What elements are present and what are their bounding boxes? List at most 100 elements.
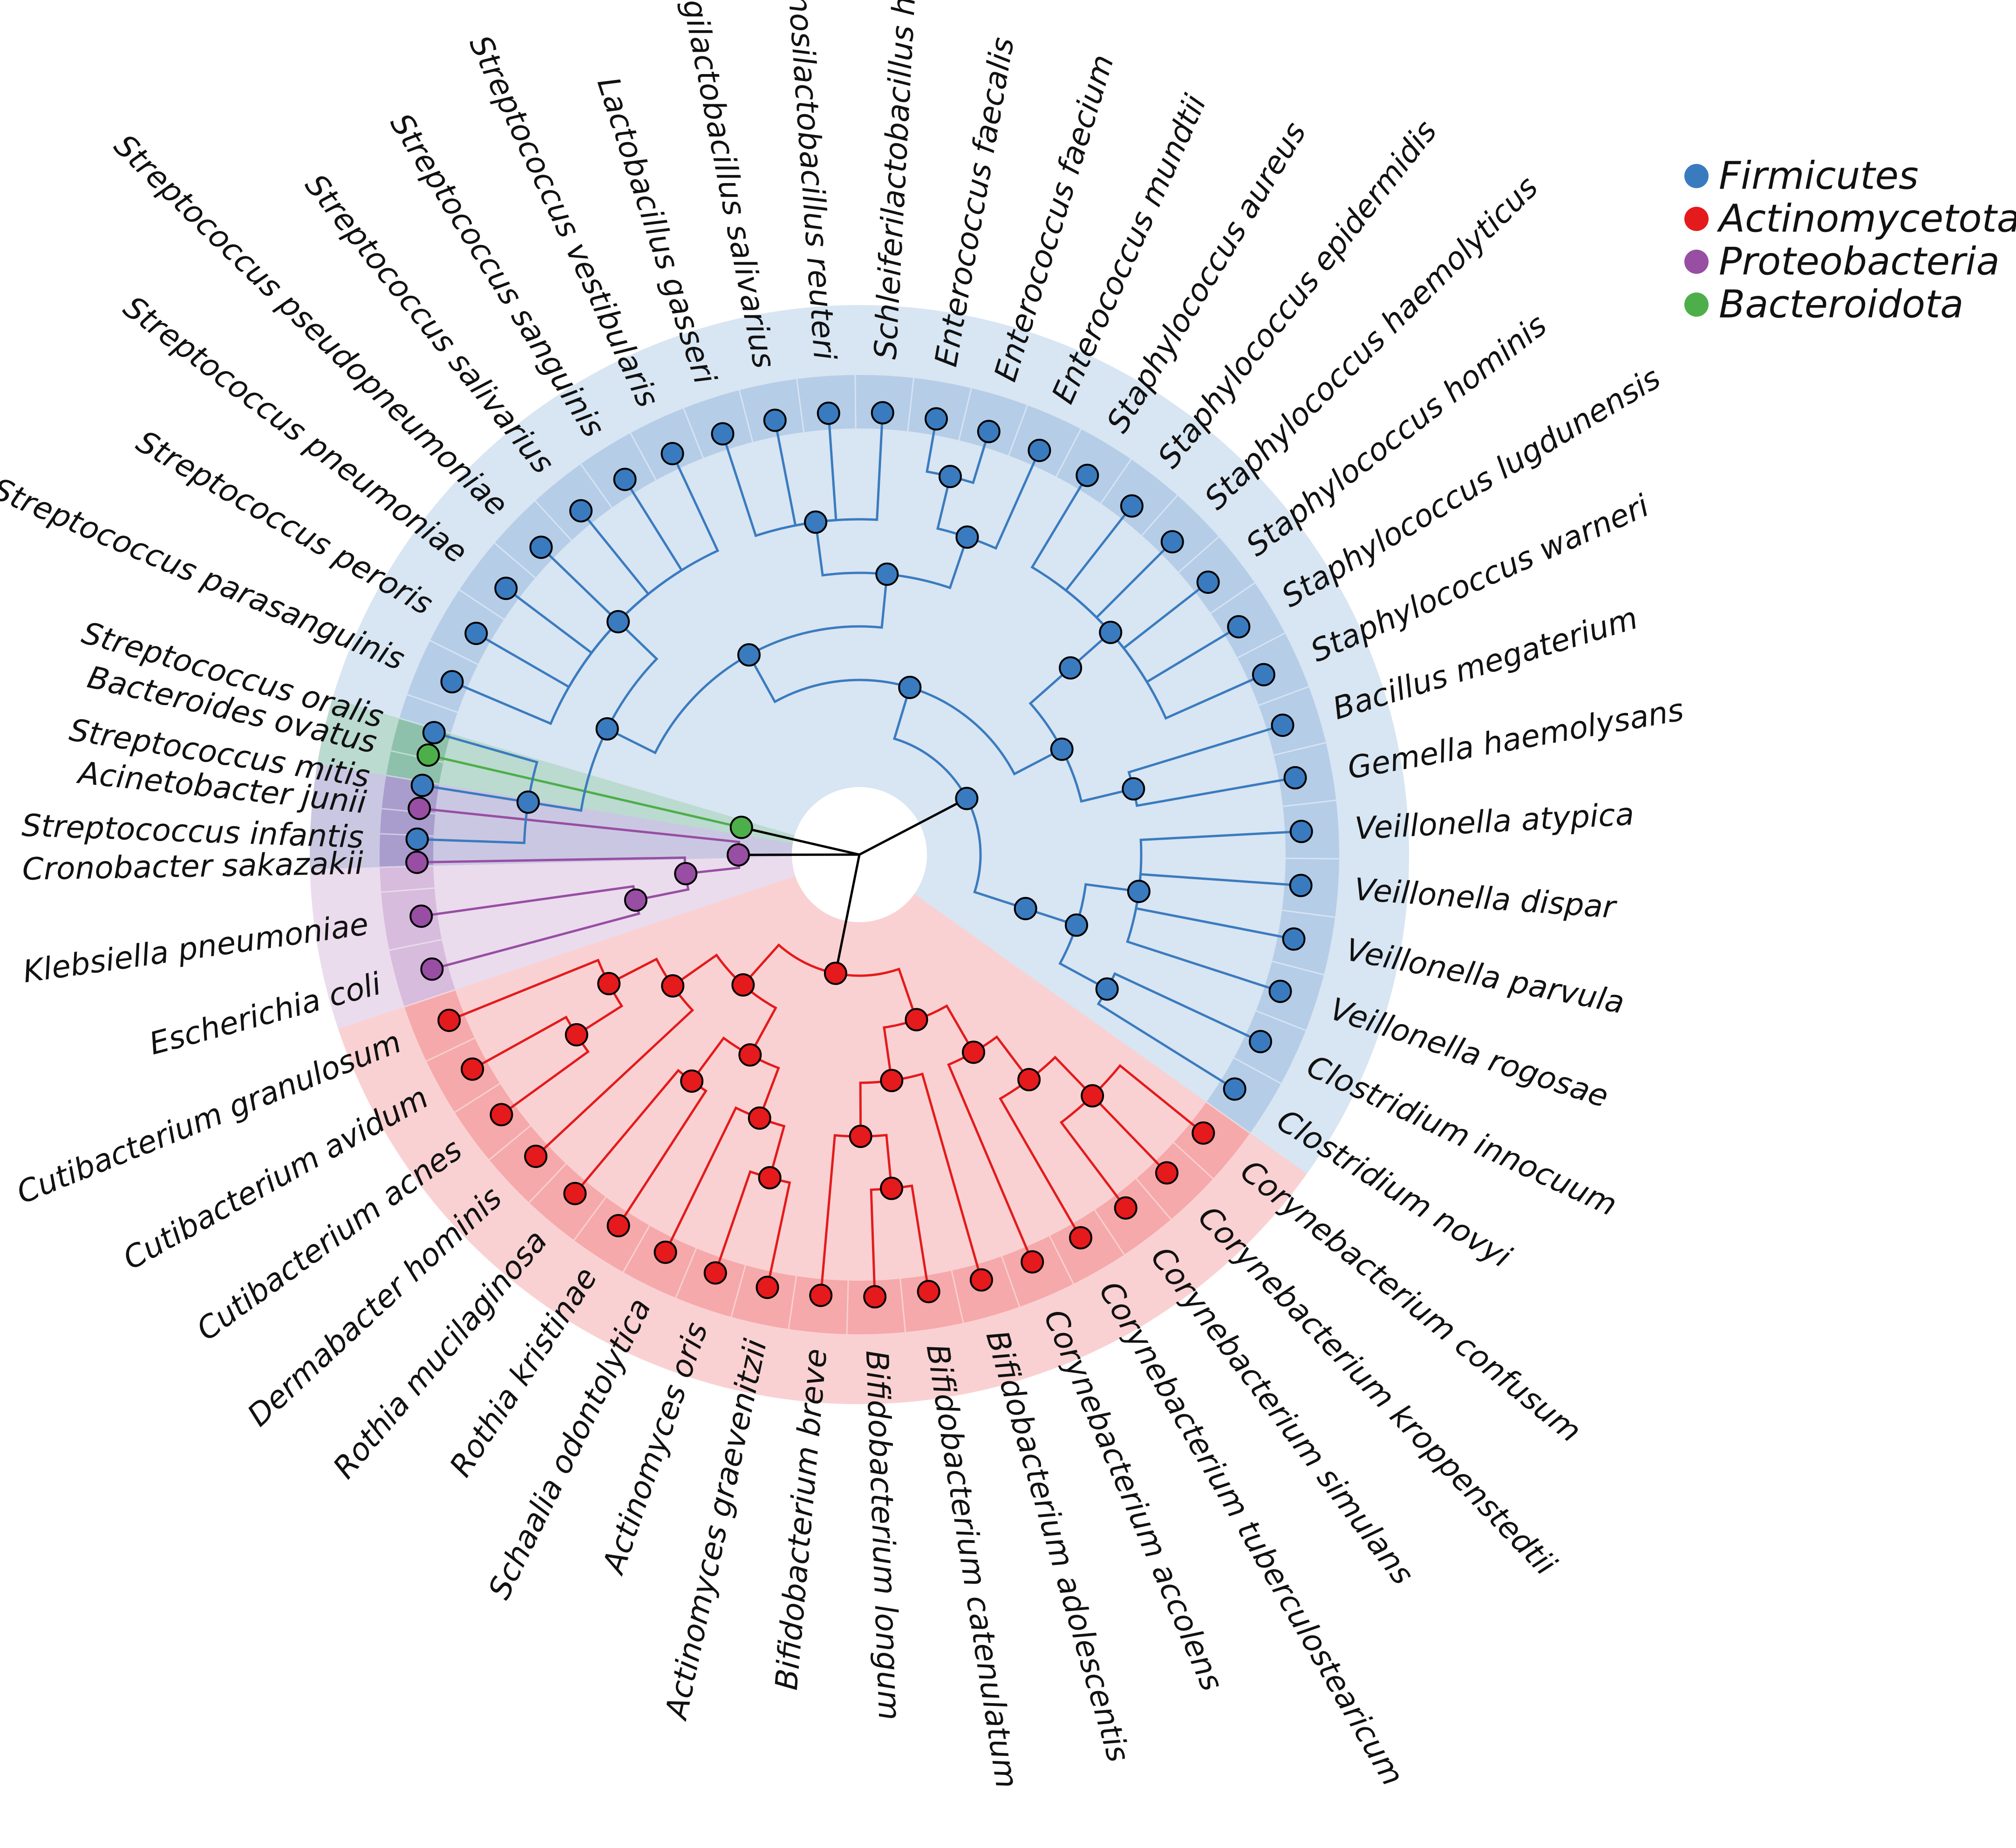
tip-separator bbox=[958, 388, 972, 441]
branch bbox=[748, 654, 910, 704]
tip-separator bbox=[535, 500, 572, 541]
branch bbox=[422, 784, 529, 803]
tip-node bbox=[1114, 1196, 1137, 1220]
legend-marker-bacteroidota bbox=[1684, 292, 1709, 317]
tip-node bbox=[437, 1008, 461, 1032]
internal-node bbox=[1050, 737, 1074, 761]
tip-separator bbox=[683, 408, 704, 459]
internal-node bbox=[565, 1023, 588, 1046]
tip-node bbox=[1289, 874, 1313, 897]
tip-node bbox=[1076, 463, 1099, 487]
legend: FirmicutesActinomycetotaProteobacteriaBa… bbox=[1684, 154, 2016, 327]
internal-node bbox=[824, 961, 847, 985]
internal-node bbox=[748, 1106, 771, 1130]
tip-node bbox=[409, 904, 433, 928]
tip-node bbox=[529, 536, 553, 559]
tip-node bbox=[1282, 927, 1306, 951]
tip-separator bbox=[1285, 857, 1339, 860]
internal-node bbox=[905, 1008, 928, 1032]
tip-separator bbox=[1210, 582, 1255, 614]
tip-node bbox=[977, 420, 1001, 443]
branch bbox=[606, 653, 750, 754]
taxon-label: Klebsiella pneumoniae bbox=[21, 906, 371, 990]
branch bbox=[834, 854, 861, 974]
branch bbox=[892, 687, 968, 799]
tip-node bbox=[461, 1057, 484, 1081]
tip-node bbox=[494, 577, 518, 600]
internal-node bbox=[516, 790, 540, 814]
tip-node bbox=[756, 1276, 779, 1299]
tip-separator bbox=[1173, 1142, 1214, 1179]
internal-node bbox=[898, 675, 922, 699]
tip-separator bbox=[622, 1225, 650, 1273]
internal-node bbox=[595, 717, 619, 741]
legend-marker-actinomycetota bbox=[1684, 207, 1709, 231]
tip-node bbox=[1069, 1226, 1092, 1250]
tip-node bbox=[1223, 1077, 1246, 1101]
tip-separator bbox=[630, 433, 657, 481]
tip-separator bbox=[907, 378, 915, 432]
internal-node bbox=[1122, 777, 1145, 801]
internal-node bbox=[955, 787, 979, 810]
internal-node bbox=[674, 862, 698, 885]
tip-node bbox=[654, 1240, 677, 1264]
tip-node bbox=[924, 407, 948, 431]
tip-separator bbox=[429, 640, 478, 666]
branch bbox=[540, 546, 619, 623]
tip-node bbox=[1192, 1121, 1215, 1145]
taxon-label: Schleiferilactobacillus harbinensis bbox=[867, 0, 930, 360]
tip-node bbox=[703, 1261, 727, 1285]
tip-separator bbox=[1094, 1209, 1125, 1255]
tip-separator bbox=[854, 375, 857, 429]
tip-node bbox=[613, 468, 637, 491]
tip-separator bbox=[1255, 1010, 1306, 1031]
internal-node bbox=[680, 1069, 704, 1093]
internal-node bbox=[1095, 977, 1119, 1001]
tip-node bbox=[563, 1182, 587, 1205]
tip-node bbox=[490, 1103, 513, 1127]
tip-separator bbox=[1258, 686, 1309, 706]
tip-separator bbox=[1049, 1236, 1074, 1284]
tip-separator bbox=[1233, 1057, 1281, 1084]
taxon-label: Limosilactobacillus reuteri bbox=[779, 0, 843, 361]
tree-nodes bbox=[405, 401, 1313, 1309]
tip-node bbox=[408, 796, 431, 820]
internal-node bbox=[737, 643, 761, 667]
tip-node bbox=[606, 1214, 630, 1237]
branch bbox=[1110, 632, 1264, 720]
taxon-label: Bifidobacterium longum bbox=[859, 1350, 908, 1721]
internal-node bbox=[738, 1043, 762, 1067]
tip-separator bbox=[1274, 742, 1326, 756]
branch bbox=[617, 453, 720, 623]
tip-node bbox=[1028, 439, 1051, 462]
tip-node bbox=[416, 743, 440, 767]
tip-node bbox=[569, 499, 593, 523]
tip-node bbox=[1252, 663, 1275, 686]
tip-separator bbox=[580, 463, 613, 508]
internal-node bbox=[624, 888, 647, 912]
branch bbox=[1091, 1095, 1168, 1174]
tip-node bbox=[1021, 1250, 1044, 1274]
tip-node bbox=[661, 442, 684, 466]
tip-separator bbox=[454, 1083, 501, 1113]
tip-ring-proteobacteria bbox=[380, 775, 456, 1007]
tip-ring-actinomycetota bbox=[404, 990, 1250, 1334]
tip-node bbox=[1120, 494, 1144, 518]
internal-node bbox=[1017, 1068, 1041, 1092]
taxon-label: Cutibacterium granulosum bbox=[12, 1024, 406, 1211]
internal-node bbox=[880, 1176, 904, 1200]
taxon-label: Bifidobacterium breve bbox=[769, 1347, 834, 1692]
tip-separator bbox=[951, 1270, 964, 1323]
tip-separator bbox=[788, 1276, 797, 1329]
tip-node bbox=[1196, 571, 1220, 594]
internal-node bbox=[1014, 897, 1037, 920]
tip-node bbox=[711, 422, 735, 446]
branch bbox=[741, 826, 860, 856]
tip-separator bbox=[459, 589, 504, 620]
tip-separator bbox=[1281, 909, 1335, 918]
internal-node bbox=[1127, 879, 1151, 903]
tip-separator bbox=[1178, 536, 1219, 573]
tip-node bbox=[1160, 530, 1184, 554]
tip-node bbox=[405, 850, 429, 874]
internal-node bbox=[1065, 913, 1089, 937]
